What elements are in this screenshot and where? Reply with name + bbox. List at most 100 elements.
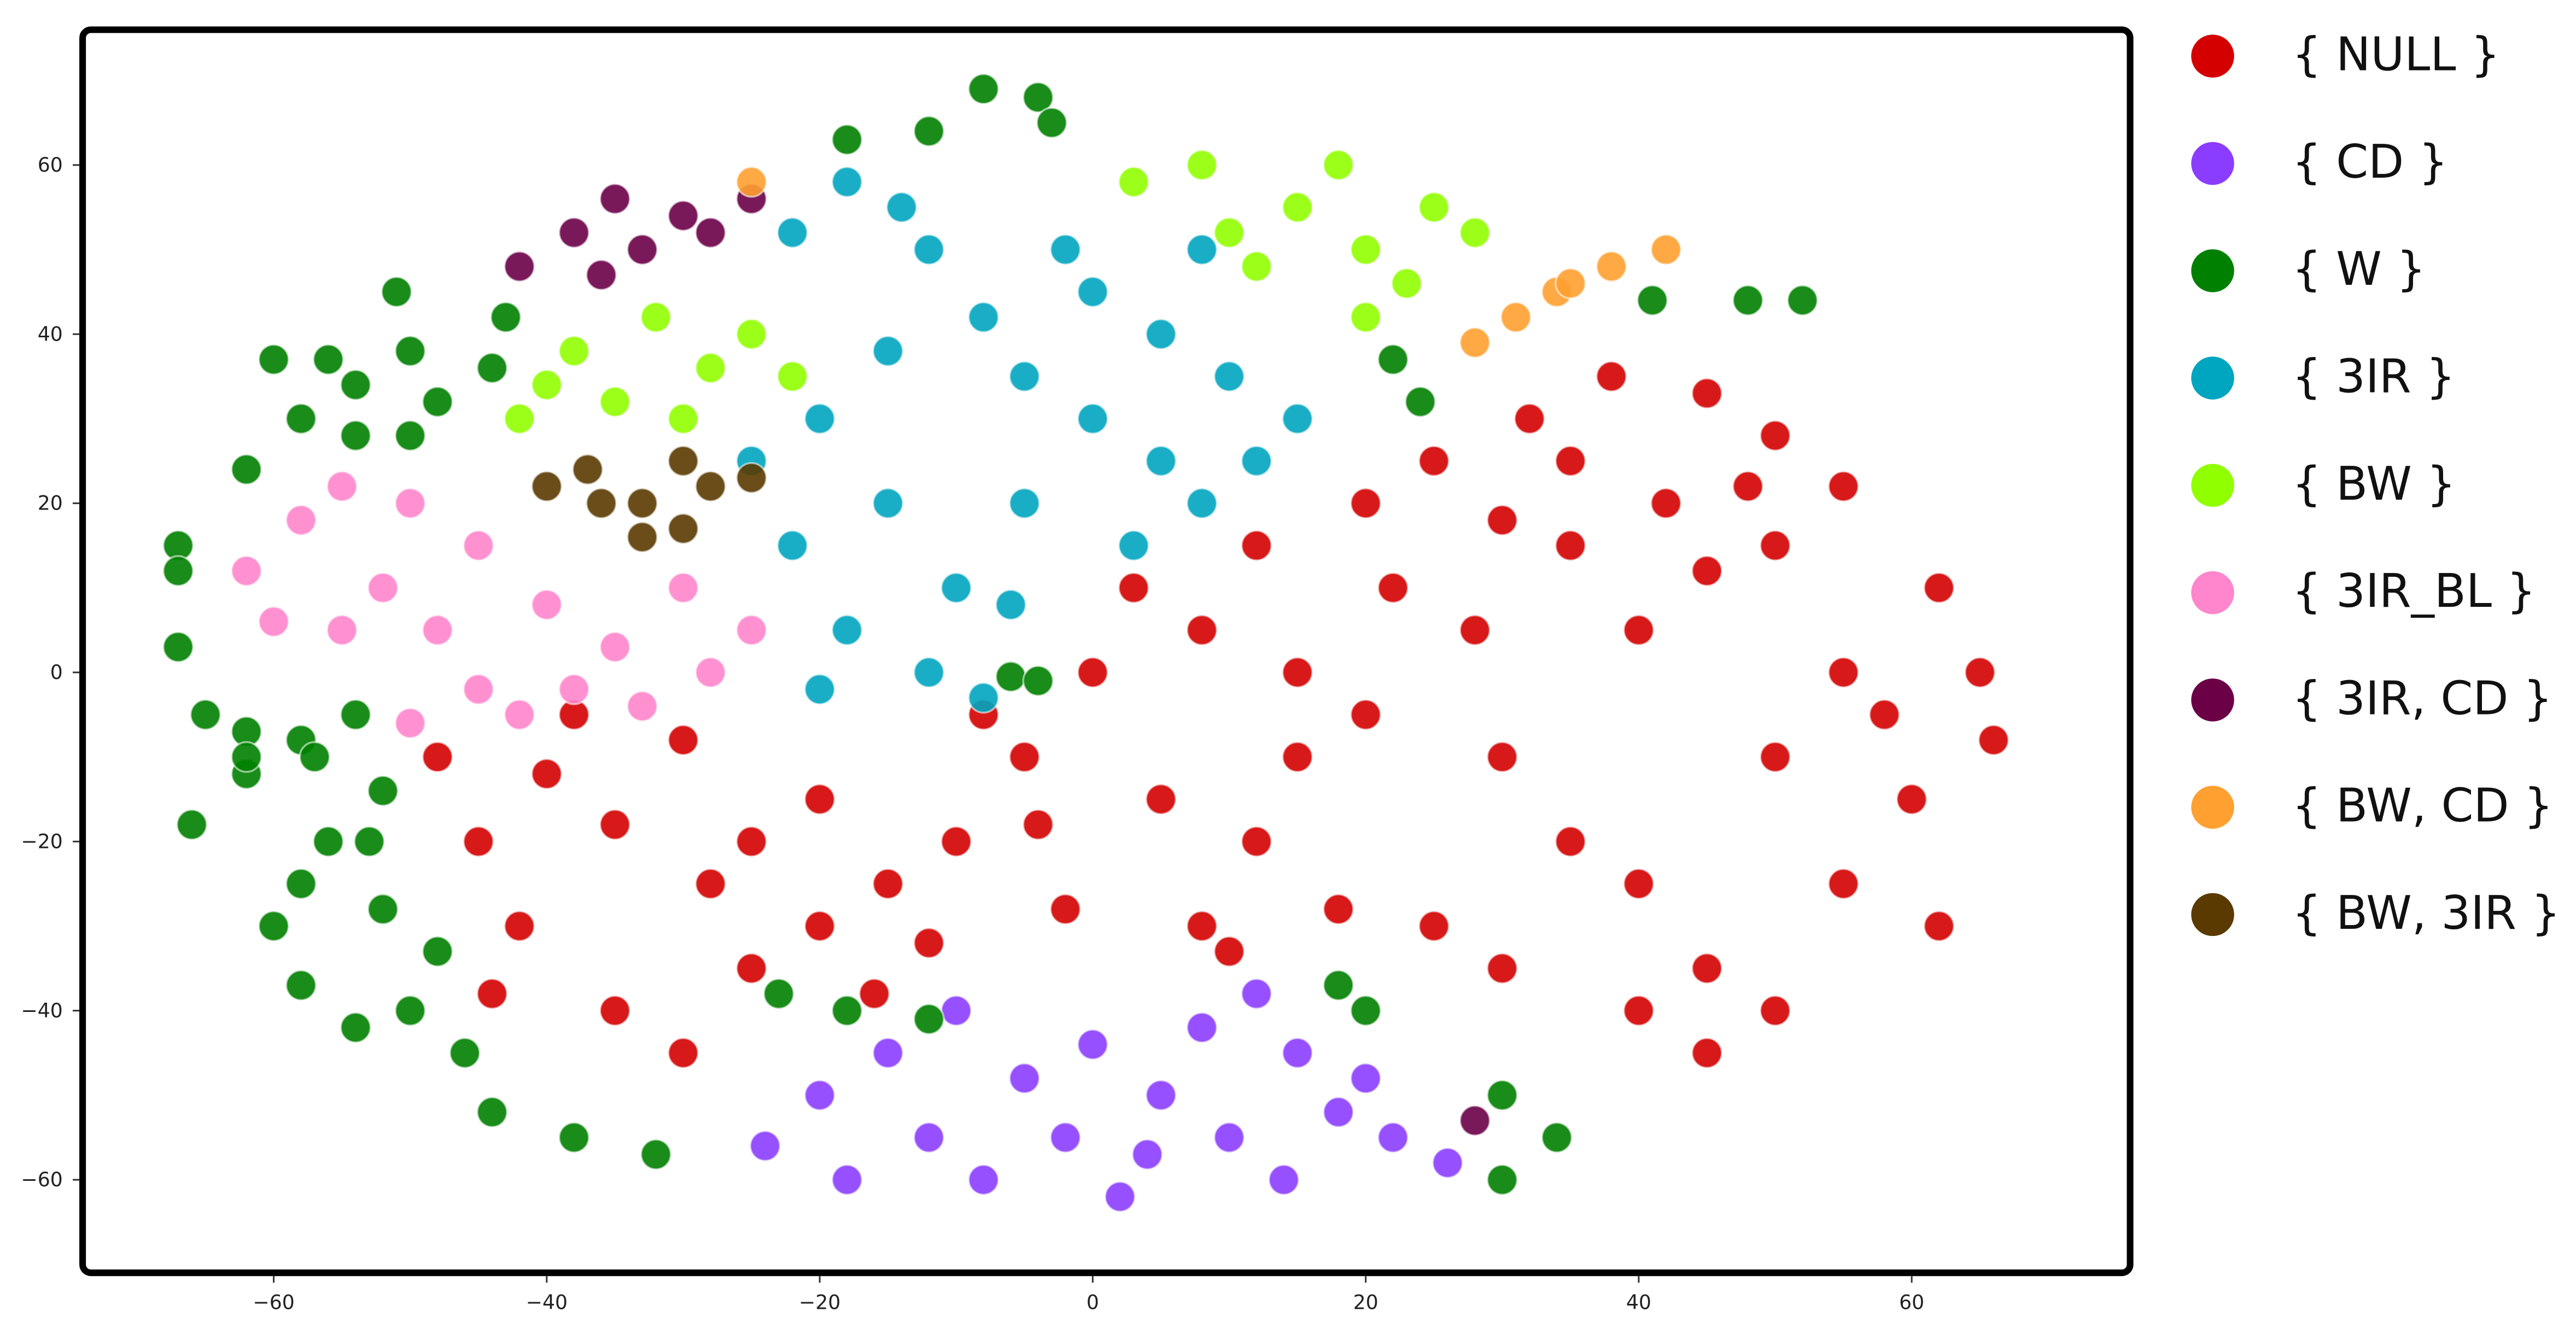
point [1008, 741, 1041, 773]
point [913, 1003, 945, 1035]
point [694, 656, 727, 688]
point [1459, 326, 1491, 359]
point [804, 1079, 836, 1111]
point [340, 1011, 372, 1044]
point [599, 385, 631, 418]
point [1186, 1011, 1218, 1044]
point [831, 124, 863, 156]
point [1240, 250, 1272, 283]
point [1595, 250, 1627, 283]
point [285, 868, 317, 900]
point [1322, 149, 1354, 181]
point [599, 631, 631, 663]
plot-frame [79, 26, 2134, 1277]
point [558, 1121, 590, 1154]
point [1118, 529, 1150, 561]
point [326, 470, 358, 502]
point [913, 656, 945, 688]
point [967, 682, 1000, 714]
point [1131, 1138, 1164, 1170]
y-tick-label: −40 [21, 999, 62, 1022]
point [1923, 572, 1955, 604]
point [872, 1037, 904, 1069]
point [1486, 504, 1518, 536]
point [940, 826, 972, 858]
point [530, 758, 563, 790]
point [1759, 529, 1791, 561]
point [626, 521, 658, 553]
point [189, 699, 221, 731]
point [1555, 267, 1587, 300]
point [599, 809, 631, 841]
point [1022, 809, 1054, 841]
point [1622, 614, 1655, 646]
point [162, 555, 194, 587]
point [476, 352, 508, 384]
point [353, 826, 385, 858]
point [394, 419, 427, 452]
point [449, 1037, 481, 1069]
point [422, 935, 454, 968]
point [667, 402, 699, 435]
point [1281, 656, 1313, 688]
point [1022, 665, 1054, 697]
point [1391, 267, 1423, 300]
point [1459, 614, 1491, 646]
point [1827, 470, 1860, 502]
point [1077, 1028, 1109, 1061]
point [640, 1138, 672, 1170]
point [394, 994, 427, 1027]
legend-label: { BW } [2292, 457, 2456, 511]
point [1267, 1164, 1300, 1196]
point [571, 453, 604, 485]
legend-marker [2191, 786, 2234, 829]
point [1186, 910, 1218, 942]
point [1049, 1121, 1082, 1154]
y-tick-label: 60 [38, 153, 63, 177]
point [1404, 385, 1436, 418]
point [1486, 952, 1518, 985]
point [1964, 656, 1996, 688]
point [804, 910, 836, 942]
point [503, 250, 535, 283]
legend-marker [2191, 249, 2234, 292]
point [1868, 699, 1901, 731]
legend-marker [2191, 893, 2234, 936]
point [1213, 216, 1245, 249]
point [530, 470, 563, 502]
point [530, 369, 563, 401]
point [749, 1130, 781, 1162]
point [735, 318, 768, 350]
point [1691, 1037, 1723, 1069]
point [285, 504, 317, 536]
legend-label: { 3IR_BL } [2292, 564, 2536, 618]
point [1377, 572, 1409, 604]
point [1486, 1164, 1518, 1196]
point [299, 741, 331, 773]
x-tick-label: 60 [1899, 1291, 1924, 1314]
y-tick-label: 40 [38, 322, 63, 346]
point [872, 487, 904, 519]
point [913, 115, 945, 147]
point [1514, 402, 1546, 435]
point [230, 555, 262, 587]
point [463, 673, 495, 705]
point [804, 783, 836, 815]
point [1350, 233, 1382, 266]
point [1350, 699, 1382, 731]
point [1322, 969, 1354, 1002]
legend-marker [2191, 142, 2234, 185]
point [1213, 360, 1245, 393]
point [1145, 783, 1177, 815]
point [1418, 191, 1450, 224]
point [1350, 1062, 1382, 1094]
point [1650, 233, 1682, 266]
point [1240, 529, 1272, 561]
point [558, 216, 590, 249]
point [1555, 826, 1587, 858]
point [1595, 360, 1627, 393]
point [667, 512, 699, 545]
point [1186, 233, 1218, 266]
legend-marker [2191, 34, 2234, 78]
